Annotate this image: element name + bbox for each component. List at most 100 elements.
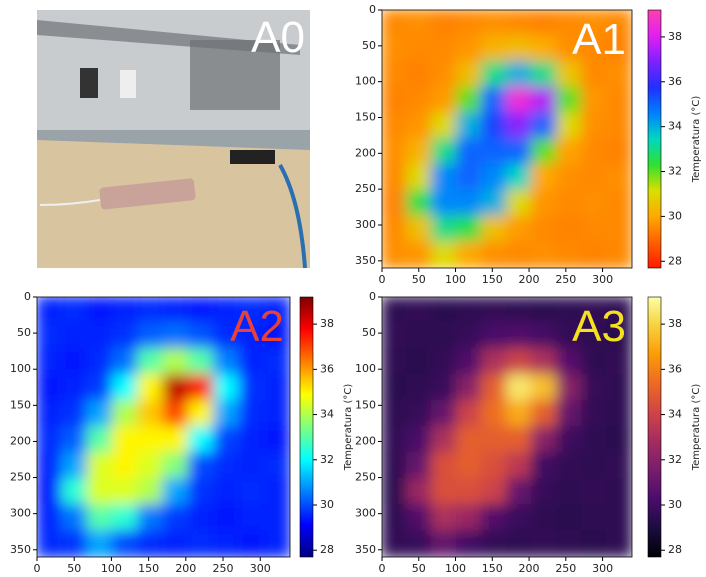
heat-cell (87, 530, 114, 558)
heat-cell (238, 348, 265, 376)
heat-cell (188, 426, 215, 454)
heat-cell (531, 296, 558, 324)
panel-label: A3 (572, 302, 626, 351)
heat-cell (188, 504, 215, 532)
heat-cell (163, 426, 190, 454)
heat-cell (87, 426, 114, 454)
heat-cell (556, 61, 583, 89)
heat-cell (506, 478, 533, 506)
heat-cell (431, 504, 458, 532)
y-tick-label: 200 (355, 434, 376, 447)
heat-cell (556, 400, 583, 428)
heat-cell (506, 164, 533, 192)
heat-cell (481, 400, 508, 428)
heat-cell (481, 296, 508, 324)
heat-cell (581, 530, 608, 558)
colorbar-label: Temperatura (°C) (343, 384, 354, 472)
heat-cell (87, 322, 114, 350)
heat-cell (264, 400, 291, 428)
heat-cell (406, 35, 433, 63)
heat-cell (431, 138, 458, 166)
x-tick-label: 200 (519, 273, 540, 286)
heat-cell (61, 374, 88, 402)
heat-cell (606, 530, 633, 558)
heat-cell (213, 504, 240, 532)
y-tick-label: 200 (10, 434, 31, 447)
heat-cell (406, 86, 433, 114)
heat-cell (606, 86, 633, 114)
y-tick-label: 200 (355, 146, 376, 159)
heat-cell (581, 164, 608, 192)
heat-cell (188, 296, 215, 324)
heat-cell (61, 478, 88, 506)
heat-cell (406, 215, 433, 243)
colorbar (648, 297, 661, 557)
panel-label: A1 (572, 15, 626, 64)
heat-cell (456, 322, 483, 350)
heat-cell (381, 138, 408, 166)
x-tick-label: 150 (482, 273, 503, 286)
heat-cell (481, 164, 508, 192)
heat-cell (61, 530, 88, 558)
panel-label: A0 (251, 13, 305, 62)
heat-cell (36, 374, 63, 402)
heat-cell (406, 9, 433, 37)
photo: A0 (37, 10, 310, 268)
board (230, 150, 275, 164)
heat-cell (456, 296, 483, 324)
heat-cell (506, 452, 533, 480)
heat-cell (581, 215, 608, 243)
heat-cell (456, 112, 483, 140)
colorbar-tick-label: 32 (320, 453, 334, 466)
heat-cell (581, 138, 608, 166)
heat-cell (137, 504, 164, 532)
heat-cell (112, 400, 139, 428)
heat-cell (381, 215, 408, 243)
heat-cell (606, 215, 633, 243)
heat-cell (556, 215, 583, 243)
y-tick-label: 250 (355, 182, 376, 195)
heat-cell (606, 426, 633, 454)
heat-cell (61, 504, 88, 532)
y-tick-label: 300 (355, 218, 376, 231)
heat-cell (238, 426, 265, 454)
heat-cell (481, 9, 508, 37)
y-tick-label: 50 (362, 326, 376, 339)
heat-cell (556, 426, 583, 454)
heat-cell (238, 504, 265, 532)
heat-cell (456, 86, 483, 114)
y-tick-label: 300 (10, 507, 31, 520)
panel-label: A2 (230, 302, 284, 351)
switch (80, 68, 98, 98)
heat-cell (264, 530, 291, 558)
colorbar-tick-label: 34 (320, 408, 334, 421)
heat-cell (213, 426, 240, 454)
heat-cell (456, 426, 483, 454)
heat-cell (188, 478, 215, 506)
heat-cell (456, 35, 483, 63)
heat-cell (264, 504, 291, 532)
heat-cell (581, 452, 608, 480)
heat-cell (456, 241, 483, 269)
x-tick-label: 200 (175, 562, 196, 575)
heat-cell (213, 530, 240, 558)
heat-cell (531, 35, 558, 63)
heat-cell (606, 374, 633, 402)
heat-cell (456, 400, 483, 428)
heat-cell (481, 138, 508, 166)
x-tick-label: 50 (412, 273, 426, 286)
heat-cell (606, 400, 633, 428)
heat-cell (431, 112, 458, 140)
heat-cell (36, 504, 63, 532)
heat-cell (87, 504, 114, 532)
heat-cell (506, 241, 533, 269)
heat-cell (606, 61, 633, 89)
heat-cell (556, 164, 583, 192)
heat-cell (531, 61, 558, 89)
heat-cell (381, 112, 408, 140)
heat-cell (606, 478, 633, 506)
heat-cell (213, 452, 240, 480)
heat-cell (481, 530, 508, 558)
heat-cell (381, 164, 408, 192)
colorbar-tick-label: 28 (320, 543, 334, 556)
